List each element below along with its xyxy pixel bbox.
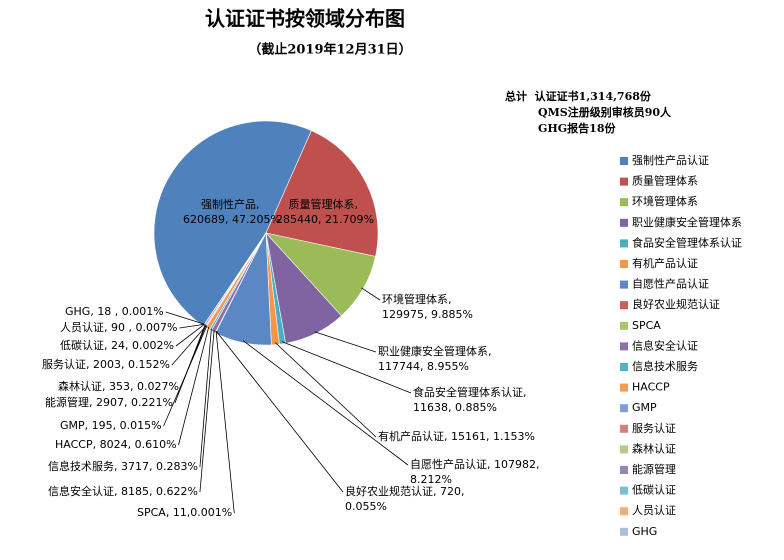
legend-swatch — [620, 342, 628, 351]
legend-swatch — [620, 321, 628, 330]
legend-swatch — [620, 527, 628, 536]
legend-swatch — [620, 424, 628, 433]
leader-line — [282, 341, 412, 394]
legend-label: 服务认证 — [632, 422, 676, 435]
legend-swatch — [620, 260, 628, 268]
legend-label: 良好农业规范认证 — [632, 297, 720, 311]
data-label-line: 117744, 8.955% — [378, 360, 469, 373]
leader-line — [199, 328, 212, 468]
legend-swatch — [620, 280, 628, 289]
leader-line — [171, 325, 207, 366]
chart-title: 认证证书按领域分布图 — [205, 7, 405, 31]
leader-line — [361, 287, 381, 301]
legend-label: 食品安全管理体系认证 — [632, 235, 742, 249]
data-label: 职业健康安全管理体系, 117744, 8.955% — [378, 344, 495, 373]
legend-swatch — [620, 177, 628, 186]
data-label-line: 129975, 9.885% — [382, 308, 473, 321]
legend-label: 低碳认证 — [632, 483, 676, 497]
data-label-line: 职业健康安全管理体系, — [378, 344, 495, 358]
data-label: 有机产品认证, 15161, 1.153% — [378, 429, 535, 443]
leader-line — [165, 311, 205, 325]
data-label: 森林认证, 353, 0.027% — [58, 379, 179, 393]
legend-swatch — [620, 218, 628, 227]
legend-label: 有机产品认证 — [632, 256, 698, 270]
legend-label: 强制性产品认证 — [632, 153, 709, 167]
data-label-line: 620689, 47.205% — [183, 213, 281, 226]
data-label-line: 环境管理体系, — [382, 292, 455, 306]
leader-line — [175, 323, 205, 347]
data-label-line: 强制性产品, — [201, 197, 263, 211]
data-label-line: 质量管理体系, — [289, 197, 362, 211]
leader-line — [179, 323, 205, 329]
note: 总计 认证证书1,314,768份 — [505, 89, 652, 103]
legend-label: GHG — [632, 525, 657, 538]
data-label-line: 11638, 0.885% — [413, 401, 497, 414]
data-label: 信息安全认证, 8185, 0.622% — [48, 484, 198, 498]
leader-line — [174, 324, 206, 404]
data-label-line: 良好农业规范认证, 720, — [345, 484, 468, 498]
legend-label: 质量管理体系 — [632, 174, 698, 188]
legend-swatch — [620, 466, 628, 474]
data-label-line: 8.212% — [410, 473, 452, 486]
legend-swatch — [620, 383, 628, 392]
legend-swatch — [620, 198, 628, 207]
legend-label: 能源管理 — [632, 462, 676, 476]
data-label: 低碳认证, 24, 0.002% — [60, 338, 174, 352]
legend-swatch — [620, 239, 628, 248]
legend-label: 职业健康安全管理体系 — [632, 215, 742, 229]
legend-swatch — [620, 404, 628, 413]
pie-slice — [265, 130, 379, 257]
leader-line — [215, 330, 344, 493]
legend-label: 信息安全认证 — [632, 338, 698, 352]
legend-label: GMP — [632, 401, 657, 414]
pie-slice — [153, 120, 312, 327]
data-label: HACCP, 8024, 0.610% — [55, 438, 177, 451]
legend-label: 信息技术服务 — [632, 359, 698, 373]
data-label: 良好农业规范认证, 720, 0.055% — [345, 484, 468, 513]
legend-swatch — [620, 445, 628, 454]
data-label: 食品安全管理体系认证, 11638, 0.885% — [413, 385, 530, 414]
legend-label: 森林认证 — [632, 441, 676, 455]
legend-label: SPCA — [632, 319, 661, 332]
leader-line — [215, 330, 235, 514]
leader-line — [242, 340, 409, 466]
data-label: 信息技术服务, 3717, 0.283% — [48, 459, 198, 473]
legend-label: 人员认证 — [632, 504, 676, 517]
legend-swatch — [620, 301, 628, 310]
leader-line — [274, 342, 377, 438]
note: GHG报告18份 — [538, 121, 616, 135]
data-label: GMP, 195, 0.015% — [60, 419, 162, 432]
leader-line — [178, 326, 210, 446]
legend-swatch — [620, 486, 628, 495]
data-label-line: 0.055% — [345, 500, 387, 513]
data-label: 质量管理体系, 285440, 21.709% — [276, 197, 374, 226]
data-label-line: 食品安全管理体系认证, — [413, 385, 530, 399]
note: QMS注册级别审核员90人 — [538, 105, 672, 119]
chart-subtitle: （截止2019年12月31日） — [248, 42, 411, 58]
legend-label: HACCP — [632, 381, 670, 394]
legend-swatch — [620, 363, 628, 371]
data-label: 强制性产品, 620689, 47.205% — [183, 197, 281, 226]
data-label: 能源管理, 2907, 0.221% — [45, 395, 173, 409]
data-label: 环境管理体系, 129975, 9.885% — [382, 292, 473, 321]
leader-line — [199, 329, 215, 493]
data-label: 自愿性产品认证, 107982, 8.212% — [410, 457, 543, 486]
data-label-line: 自愿性产品认证, 107982, — [410, 457, 543, 471]
pie-slice — [202, 232, 267, 327]
legend-label: 环境管理体系 — [632, 194, 698, 208]
data-label: 人员认证, 90 , 0.007% — [60, 321, 177, 334]
legend-label: 自愿性产品认证 — [632, 277, 709, 291]
legend-swatch — [620, 507, 628, 516]
data-label: SPCA, 11,0.001% — [137, 506, 232, 519]
data-label: 服务认证, 2003, 0.152% — [42, 358, 170, 371]
leader-line — [314, 331, 377, 353]
data-label: GHG, 18 , 0.001% — [65, 305, 164, 318]
legend-swatch — [620, 157, 628, 165]
data-label-line: 285440, 21.709% — [276, 213, 374, 226]
